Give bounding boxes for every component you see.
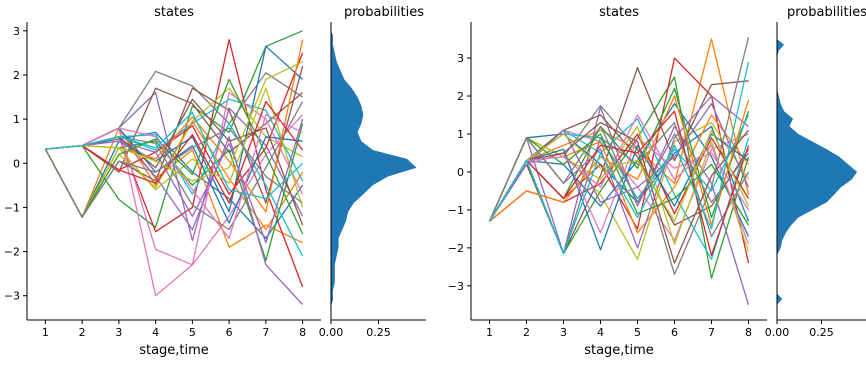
panel-title: probabilities xyxy=(344,5,424,20)
x-tick-label: 0.00 xyxy=(319,326,344,339)
x-tick-label: 6 xyxy=(671,326,678,339)
y-tick-label: −2 xyxy=(4,246,20,259)
y-tick-label: 2 xyxy=(457,90,464,103)
state-path-2 xyxy=(488,38,750,222)
y-tick-label: 0 xyxy=(13,157,20,170)
state-path-28 xyxy=(44,127,303,218)
x-tick-label: 6 xyxy=(226,326,233,339)
probabilities-panel-left: probabilities 0.00 0.25 xyxy=(319,5,426,339)
panel-title: probabilities xyxy=(787,5,866,20)
y-tick-label: 2 xyxy=(13,69,20,82)
x-tick-label: 4 xyxy=(152,326,159,339)
y-tick-label: 1 xyxy=(13,113,20,126)
y-tick-label: 1 xyxy=(457,128,464,141)
state-path-5 xyxy=(488,106,750,305)
y-tick-label: −1 xyxy=(4,201,20,214)
x-tick-label: 0.25 xyxy=(366,326,391,339)
state-path-29 xyxy=(488,129,750,222)
y-axis-ticks: −3 −2 −1 0 1 2 3 xyxy=(4,25,27,303)
state-path-5 xyxy=(45,91,304,242)
y-axis-ticks: −3 −2 −1 0 1 2 3 xyxy=(448,52,471,293)
x-tick-label: 4 xyxy=(597,326,604,339)
state-path-11 xyxy=(488,102,750,237)
x-axis-label: stage,time xyxy=(139,343,209,358)
y-tick-label: −3 xyxy=(4,290,20,303)
x-tick-label: 5 xyxy=(634,326,641,339)
state-path-19 xyxy=(488,125,750,252)
y-tick-label: 3 xyxy=(13,25,20,38)
state-path-24 xyxy=(488,110,750,257)
state-path-30 xyxy=(45,111,304,200)
x-axis-label: stage,time xyxy=(584,343,654,358)
state-path-23 xyxy=(488,133,750,226)
x-tick-label: 1 xyxy=(486,326,493,339)
y-tick-label: −1 xyxy=(448,204,464,217)
x-tick-label: 7 xyxy=(262,326,269,339)
state-path-24 xyxy=(45,100,304,204)
state-path-29 xyxy=(45,61,303,182)
y-tick-label: −2 xyxy=(448,242,464,255)
state-paths xyxy=(488,37,750,305)
x-axis-ticks: 0.00 0.25 xyxy=(319,320,391,339)
state-path-11 xyxy=(44,45,304,218)
state-paths xyxy=(44,30,304,305)
density-area xyxy=(777,35,858,305)
x-tick-label: 2 xyxy=(523,326,530,339)
state-path-27 xyxy=(45,114,303,239)
state-path-6 xyxy=(488,66,749,255)
y-tick-label: 0 xyxy=(457,166,464,179)
x-axis-ticks: 0.00 0.25 xyxy=(765,320,834,339)
state-path-15 xyxy=(45,136,304,305)
x-tick-label: 5 xyxy=(189,326,196,339)
panel-title: states xyxy=(154,5,194,20)
x-tick-label: 3 xyxy=(115,326,122,339)
x-tick-label: 8 xyxy=(299,326,306,339)
panel-title: states xyxy=(599,5,639,20)
x-axis-ticks: 1 2 3 4 5 6 7 8 xyxy=(42,320,306,339)
state-path-25 xyxy=(45,118,304,244)
x-tick-label: 3 xyxy=(560,326,567,339)
state-path-30 xyxy=(488,61,750,255)
probabilities-panel-right: probabilities 0.00 0.25 xyxy=(765,5,866,339)
x-tick-label: 2 xyxy=(79,326,86,339)
x-tick-label: 0.00 xyxy=(765,326,790,339)
x-tick-label: 7 xyxy=(708,326,715,339)
x-tick-label: 8 xyxy=(745,326,752,339)
y-tick-label: −3 xyxy=(448,280,464,293)
y-tick-label: 3 xyxy=(457,52,464,65)
states-panel-left: states −3 −2 −1 0 1 2 3 1 2 3 4 5 6 7 8 stage,time xyxy=(4,5,321,358)
states-panel-right: states −3 −2 −1 0 1 2 3 1 2 3 4 5 6 7 8 stage,time xyxy=(448,5,767,358)
state-path-27 xyxy=(488,114,750,245)
state-path-22 xyxy=(489,95,750,226)
x-tick-label: 1 xyxy=(42,326,49,339)
x-tick-label: 0.25 xyxy=(809,326,834,339)
density-area xyxy=(331,30,417,307)
x-axis-ticks: 1 2 3 4 5 6 7 8 xyxy=(486,320,752,339)
